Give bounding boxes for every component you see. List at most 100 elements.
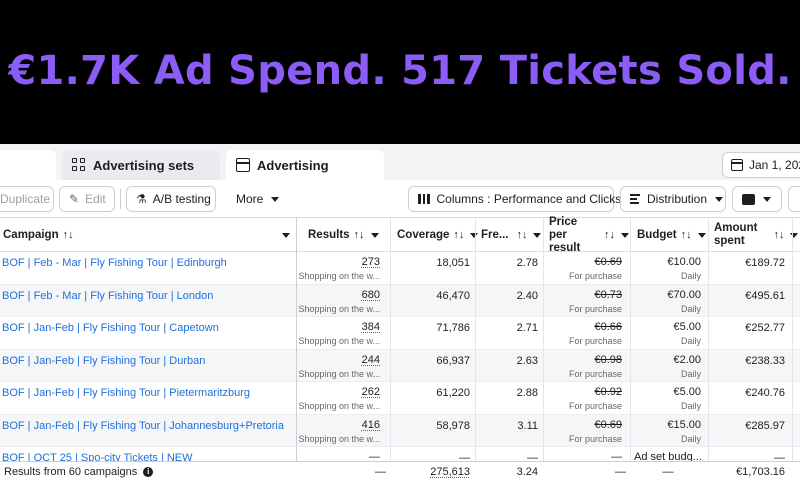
results-value: 273 (361, 256, 380, 268)
table-row[interactable]: BOF | Jan-Feb | Fly Fishing Tour | Johan… (0, 414, 800, 447)
table-row[interactable]: BOF | Feb - Mar | Fly Fishing Tour | Edi… (0, 252, 800, 285)
totals-label: Results from 60 campaigns i (4, 462, 154, 480)
campaign-name-link[interactable]: BOF | Jan-Feb | Fly Fishing Tour | Johan… (2, 419, 284, 432)
export-button[interactable] (788, 186, 800, 212)
campaigns-table: Campaign ↑↓ Results ↑↓ Coverage ↑↓ Fre..… (0, 216, 800, 480)
chevron-down-icon (790, 232, 799, 238)
more-label: More (236, 192, 264, 206)
column-divider (543, 218, 544, 480)
flask-icon: ⚗ (136, 192, 147, 206)
column-header-results[interactable]: Results ↑↓ (308, 218, 390, 252)
total-coverage: 275,613 (430, 465, 470, 478)
budget-value: €2.00 (673, 353, 701, 366)
price-cell: — (546, 447, 622, 479)
column-header-coverage[interactable]: Coverage ↑↓ (397, 218, 479, 252)
total-results: — (375, 465, 386, 478)
column-title: Campaign (3, 229, 59, 241)
budget-value: €70.00 (667, 288, 701, 301)
budget-value: €10.00 (667, 256, 701, 268)
budget-type: Daily (680, 271, 701, 281)
edit-button[interactable]: ✎ Edit (59, 186, 115, 212)
column-header-amount-spent[interactable]: Amount spent ↑↓ (714, 218, 799, 252)
column-header-frequency[interactable]: Fre... ↑↓ (481, 218, 542, 252)
results-type: Shopping on the w... (298, 401, 380, 411)
frequency-cell: 2.78 (516, 257, 538, 269)
toolbar: Duplicate ✎ Edit ⚗ A/B testing More Colu… (0, 180, 800, 218)
amount-spent-cell: €189.72 (745, 257, 785, 269)
duplicate-label: Duplicate (0, 192, 51, 206)
sort-icon: ↑↓ (516, 229, 528, 241)
table-row[interactable]: BOF | Jan-Feb | Fly Fishing Tour | Durba… (0, 349, 800, 382)
price-type: For purchase (568, 401, 622, 411)
tab-label: Advertising sets (93, 157, 195, 173)
campaign-name-link[interactable]: BOF | Feb - Mar | Fly Fishing Tour | Lon… (2, 289, 214, 302)
budget-value: Ad set budg... (634, 451, 702, 463)
level-tabs: Advertising sets Advertising Jan 1, 2026 (0, 144, 800, 180)
more-button[interactable]: More (226, 186, 286, 212)
info-icon[interactable]: i (143, 466, 154, 477)
total-price: — (615, 465, 626, 478)
results-value: — (369, 451, 380, 463)
columns-dropdown[interactable]: Columns : Performance and Clicks (408, 186, 638, 212)
table-row[interactable]: BOF | Jan-Feb | Fly Fishing Tour | Capet… (0, 317, 800, 350)
budget-cell: Ad set budg... (634, 447, 704, 479)
duplicate-button[interactable]: Duplicate (0, 186, 54, 212)
column-title: Price per result (549, 216, 594, 255)
tab-advertising-sets[interactable]: Advertising sets (62, 150, 220, 180)
column-title: Coverage (397, 229, 450, 241)
chevron-down-icon (697, 232, 706, 238)
price-cell: €0.69 For purchase (546, 415, 622, 447)
coverage-cell: 66,937 (436, 354, 470, 367)
frequency-cell: 2.40 (516, 289, 538, 302)
report-icon (742, 193, 755, 205)
price-type: For purchase (568, 303, 622, 314)
table-row[interactable]: BOF | Jan-Feb | Fly Fishing Tour | Piete… (0, 382, 800, 415)
results-value: 384 (361, 321, 380, 333)
budget-type: Daily (680, 303, 701, 314)
date-range-picker[interactable]: Jan 1, 2026 (722, 152, 800, 178)
price-cell: €0.92 For purchase (546, 382, 622, 414)
ab-testing-button[interactable]: ⚗ A/B testing (126, 186, 216, 212)
results-type: Shopping on the w... (298, 433, 380, 444)
column-header-price-per-result[interactable]: Price per result ↑↓ (549, 216, 629, 255)
coverage-cell: 18,051 (436, 257, 470, 269)
campaign-name-link[interactable]: BOF | Jan-Feb | Fly Fishing Tour | Capet… (2, 322, 219, 334)
column-title-line: spent (714, 235, 745, 247)
column-title: Budget (637, 229, 677, 241)
coverage-cell: 61,220 (436, 387, 470, 399)
total-frequency: 3.24 (516, 465, 538, 478)
column-title: Results (308, 229, 350, 241)
campaign-name-link[interactable]: BOF | Jan-Feb | Fly Fishing Tour | Piete… (2, 387, 251, 399)
tab-campaigns[interactable] (0, 150, 56, 180)
table-row[interactable]: BOF | Feb - Mar | Fly Fishing Tour | Lon… (0, 284, 800, 317)
sort-icon: ↑↓ (680, 229, 692, 241)
tab-advertising[interactable]: Advertising (226, 150, 384, 180)
frequency-cell: 2.88 (516, 387, 538, 399)
reports-dropdown[interactable] (732, 186, 782, 212)
campaign-name-link[interactable]: BOF | Feb - Mar | Fly Fishing Tour | Edi… (2, 257, 227, 269)
chevron-down-icon (370, 232, 379, 238)
grid-icon (72, 158, 86, 172)
amount-spent-cell: €495.61 (745, 289, 785, 302)
results-type: Shopping on the w... (298, 271, 380, 281)
price-type: For purchase (568, 336, 622, 346)
results-value: 416 (361, 418, 380, 431)
column-header-budget[interactable]: Budget ↑↓ (637, 218, 707, 252)
results-type: Shopping on the w... (298, 303, 380, 314)
price-type: For purchase (568, 433, 622, 444)
column-title: Amount spent (714, 222, 757, 248)
total-spent: €1,703.16 (736, 465, 785, 478)
budget-type: Daily (680, 368, 701, 379)
column-divider (390, 218, 391, 480)
frequency-cell: — (527, 452, 538, 464)
budget-cell: €70.00 Daily (633, 285, 701, 317)
headline-banner: €1.7K Ad Spend. 517 Tickets Sold. (0, 0, 800, 144)
column-header-campaign[interactable]: Campaign ↑↓ (3, 218, 296, 252)
total-budget: — (662, 465, 674, 478)
toolbar-divider (120, 189, 121, 209)
price-value: €0.69 (594, 418, 622, 431)
column-divider (475, 218, 476, 480)
distribution-dropdown[interactable]: Distribution (620, 186, 726, 212)
price-cell: €0.98 For purchase (546, 350, 622, 382)
campaign-name-link[interactable]: BOF | Jan-Feb | Fly Fishing Tour | Durba… (2, 354, 206, 367)
